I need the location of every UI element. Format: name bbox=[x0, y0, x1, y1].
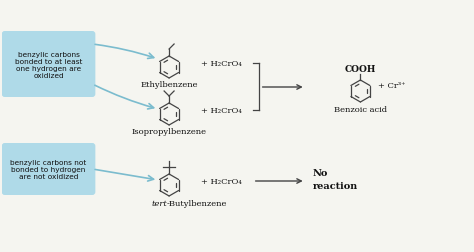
Text: -Butylbenzene: -Butylbenzene bbox=[167, 199, 228, 207]
Text: Ethylbenzene: Ethylbenzene bbox=[140, 81, 198, 89]
Text: + H₂CrO₄: + H₂CrO₄ bbox=[201, 107, 242, 115]
Text: + Cr³⁺: + Cr³⁺ bbox=[378, 82, 406, 90]
Text: benzylic carbons
bonded to at least
one hydrogen are
oxidized: benzylic carbons bonded to at least one … bbox=[15, 51, 82, 78]
Text: + H₂CrO₄: + H₂CrO₄ bbox=[201, 177, 242, 185]
Text: + H₂CrO₄: + H₂CrO₄ bbox=[201, 60, 242, 68]
FancyBboxPatch shape bbox=[2, 143, 95, 195]
Text: tert: tert bbox=[151, 199, 167, 207]
Text: benzylic carbons not
bonded to hydrogen
are not oxidized: benzylic carbons not bonded to hydrogen … bbox=[10, 159, 87, 179]
Text: COOH: COOH bbox=[345, 65, 376, 74]
Text: Benzoic acid: Benzoic acid bbox=[334, 106, 387, 114]
Text: reaction: reaction bbox=[312, 181, 358, 190]
FancyBboxPatch shape bbox=[2, 32, 95, 98]
Text: No: No bbox=[312, 168, 328, 177]
Text: Isopropylbenzene: Isopropylbenzene bbox=[132, 128, 207, 136]
